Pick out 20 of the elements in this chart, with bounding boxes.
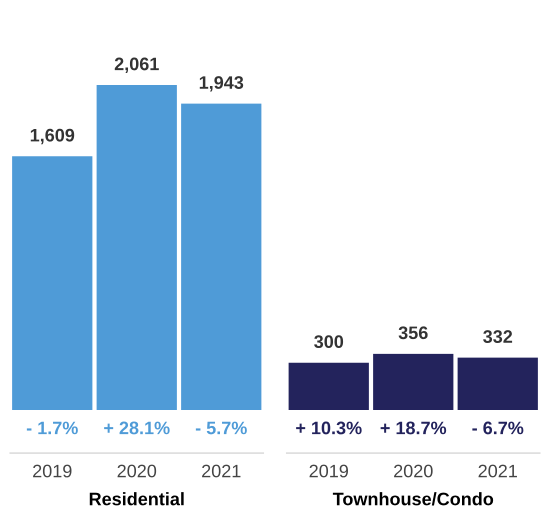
x-axis-title: Townhouse/Condo bbox=[332, 492, 494, 506]
x-tick-label: 2019 bbox=[33, 464, 72, 478]
text: + 28.1% bbox=[104, 422, 170, 434]
x-tick-label: 2021 bbox=[478, 464, 517, 478]
x-tick-label: 2020 bbox=[118, 464, 156, 478]
x-tick-label: 2021 bbox=[202, 464, 240, 478]
x-tick-label: 2020 bbox=[394, 464, 433, 478]
text: - 5.7% bbox=[196, 422, 247, 434]
data-label: 300 bbox=[314, 335, 344, 348]
x-axis-title: Residential bbox=[90, 492, 184, 506]
data-label: 2,061 bbox=[114, 58, 159, 73]
data-label: 1,609 bbox=[30, 128, 74, 144]
x-tick-label: 2019 bbox=[310, 464, 348, 478]
text: + 10.3% bbox=[296, 422, 362, 434]
data-label: 332 bbox=[483, 330, 512, 343]
text: - 6.7% bbox=[472, 422, 524, 434]
data-label: 1,943 bbox=[200, 76, 244, 92]
data-label: 356 bbox=[398, 326, 428, 340]
text: + 18.7% bbox=[380, 422, 446, 434]
text: - 1.7% bbox=[26, 422, 78, 434]
